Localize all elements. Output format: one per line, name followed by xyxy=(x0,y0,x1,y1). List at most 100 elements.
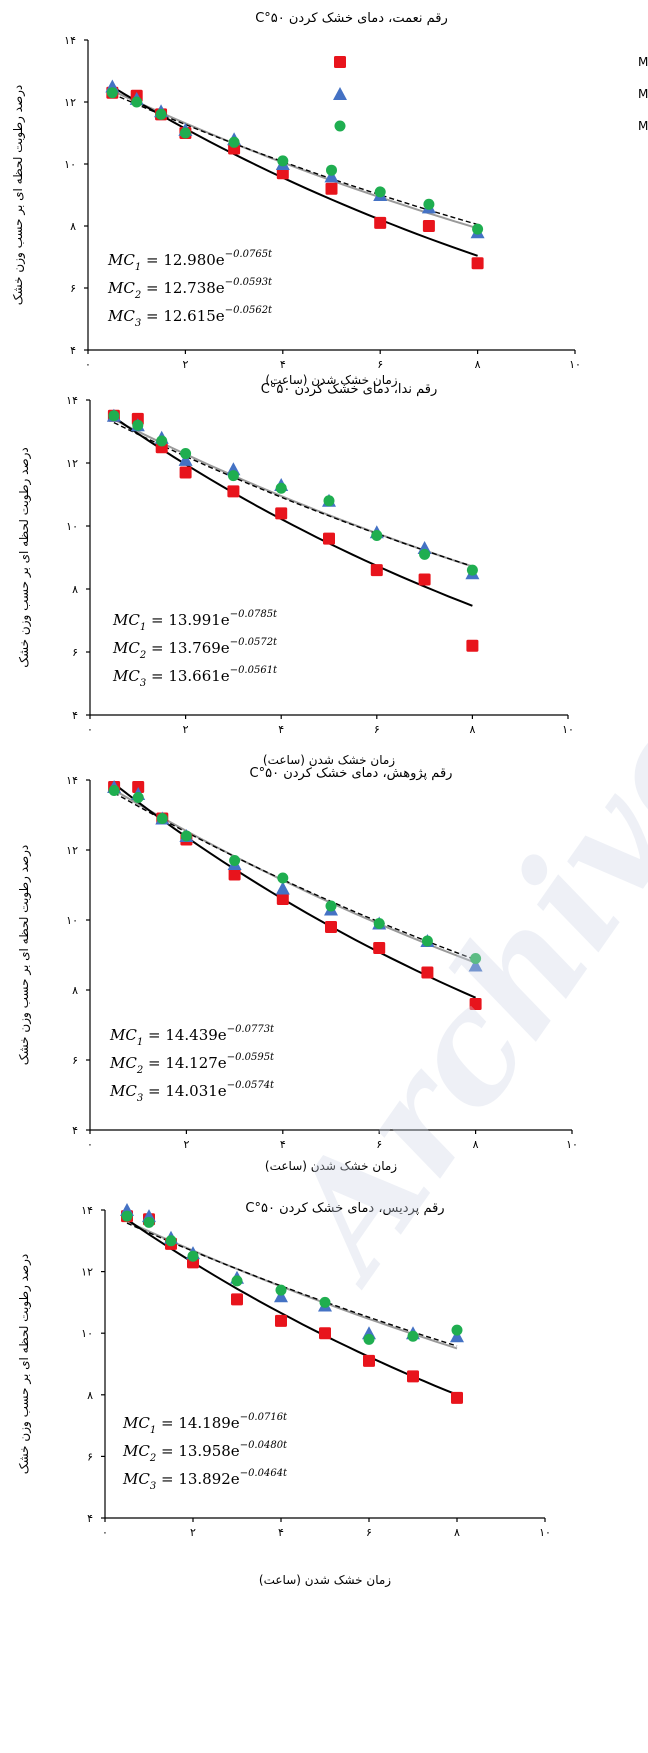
data-point-mc3 xyxy=(371,529,383,541)
data-point-mc1 xyxy=(179,466,192,479)
chart-2: ۰ ۲ ۴ ۶ ۸ ۱۰ ۴ ۶ ۸ ۱۰ ۱۲ ۱۴ رقم ندا، دمای خشک کردن ۵… xyxy=(17,382,574,768)
data-point-mc1 xyxy=(325,921,337,933)
chart-1: ۰ ۲ ۴ ۶ ۸ ۱۰ ۴ ۶ ۸ ۱۰ ۱۲ ۱۴ رقم نعمت، دمای خشک کردن … xyxy=(11,11,648,388)
x-tick-label: ۴ xyxy=(278,723,284,736)
data-point-mc3 xyxy=(132,792,144,803)
data-point-mc3 xyxy=(363,1333,375,1345)
data-point-mc1 xyxy=(276,167,289,180)
x-axis-label: زمان خشک شدن (ساعت) xyxy=(265,1159,397,1174)
fit-equation: MC3 = 14.031e−0.0574t xyxy=(109,1080,275,1104)
data-point-mc2 xyxy=(178,452,193,466)
x-tick-label: ۱۰ xyxy=(562,723,574,736)
legend: پس از خروج از خشک کن– MC1 پس از یک ساعت ا… xyxy=(333,55,648,134)
y-tick-label: ۱۰ xyxy=(66,914,78,927)
data-point-mc3 xyxy=(423,198,435,210)
y-axis-label: درصد رطوبت لحظه ای بر حسب وزن خشک xyxy=(17,845,32,1066)
fit-curve-mc2 xyxy=(113,789,476,964)
data-point-mc1 xyxy=(422,220,435,232)
y-tick-label: ۱۰ xyxy=(81,1327,93,1340)
fit-equation: MC3 = 12.615e−0.0562t xyxy=(107,305,273,329)
y-tick-label: ۱۲ xyxy=(66,844,78,857)
x-tick-label: ۶ xyxy=(366,1526,372,1539)
x-tick-label: ۸ xyxy=(475,358,481,371)
x-tick-label: ۴ xyxy=(280,1138,286,1151)
data-point-mc3 xyxy=(275,482,287,494)
x-tick-label: ۱۰ xyxy=(566,1138,578,1151)
data-point-mc1 xyxy=(227,485,240,498)
data-point-mc3 xyxy=(228,136,240,148)
data-point-mc1 xyxy=(407,1370,419,1383)
fit-equation: MC2 = 12.738e−0.0593t xyxy=(107,277,273,301)
x-axis-label: زمان خشک شدن (ساعت) xyxy=(259,1573,391,1588)
x-tick-label: ۰ xyxy=(102,1526,108,1539)
chart-3: ۰ ۲ ۴ ۶ ۸ ۱۰ ۴ ۶ ۸ ۱۰ ۱۲ ۱۴ رقم پژوهش، دمای خشک کردن… xyxy=(17,766,578,1174)
y-axis-label: درصد رطوبت لحظه ای بر حسب وزن خشک xyxy=(17,447,32,668)
y-tick-label: ۱۲ xyxy=(64,96,76,109)
charts-layer: ۰ ۲ ۴ ۶ ۸ ۱۰ ۴ ۶ ۸ ۱۰ ۱۲ ۱۴ رقم نعمت، دمای خشک کردن … xyxy=(11,11,648,1588)
data-point-mc3 xyxy=(470,953,482,964)
data-point-mc3 xyxy=(187,1250,199,1262)
data-point-mc3 xyxy=(108,410,120,422)
x-tick-label: ۸ xyxy=(473,1138,479,1151)
data-point-mc3 xyxy=(108,785,120,796)
data-point-mc1 xyxy=(451,1391,463,1404)
y-tick-label: ۱۴ xyxy=(64,34,76,47)
chart-title: رقم ندا، دمای خشک کردن ۵۰°C xyxy=(261,382,437,397)
data-point-mc1 xyxy=(275,1314,287,1327)
data-point-mc1 xyxy=(466,639,479,652)
data-point-mc3 xyxy=(323,495,335,507)
y-axis-label: درصد رطوبت لحظه ای بر حسب وزن خشک xyxy=(17,1254,32,1475)
data-point-mc1 xyxy=(275,507,288,520)
data-point-mc1 xyxy=(370,564,383,577)
fit-equation: MC1 = 12.980e−0.0765t xyxy=(107,249,273,273)
data-point-mc2 xyxy=(468,958,483,972)
y-tick-label: ۸ xyxy=(72,583,78,596)
data-point-mc3 xyxy=(231,1275,243,1287)
y-tick-label: ۱۰ xyxy=(64,158,76,171)
data-point-mc1 xyxy=(469,998,482,1010)
data-point-mc3 xyxy=(421,935,433,947)
data-point-mc3 xyxy=(319,1296,331,1308)
y-tick-label: ۱۴ xyxy=(66,394,78,407)
data-point-mc3 xyxy=(229,855,241,866)
fit-equation: MC3 = 13.892e−0.0464t xyxy=(122,1468,288,1492)
x-tick-label: ۸ xyxy=(469,723,475,736)
data-point-mc1 xyxy=(418,573,431,586)
x-axis-label: زمان خشک شدن (ساعت) xyxy=(265,373,397,388)
y-tick-label: ۸ xyxy=(72,984,78,997)
data-point-mc1 xyxy=(374,216,387,229)
data-point-mc3 xyxy=(155,108,167,120)
x-tick-label: ۶ xyxy=(377,358,383,371)
y-tick-label: ۴ xyxy=(87,1512,93,1525)
legend-marker-mc2 xyxy=(333,87,347,100)
fit-curve-mc3 xyxy=(126,1222,458,1347)
x-axis-label: زمان خشک شدن (ساعت) xyxy=(263,753,395,768)
y-tick-label: ۸ xyxy=(70,220,76,233)
x-tick-label: ۲ xyxy=(183,1138,189,1151)
x-tick-label: ۲ xyxy=(190,1526,196,1539)
legend-marker-mc1 xyxy=(334,56,346,68)
chart-title: رقم پژوهش، دمای خشک کردن ۵۰°C xyxy=(250,766,453,781)
data-point-mc1 xyxy=(363,1354,375,1367)
data-point-mc3 xyxy=(451,1324,463,1336)
fit-equation: MC2 = 13.958e−0.0480t xyxy=(122,1440,288,1464)
data-point-mc3 xyxy=(419,548,431,560)
data-point-mc1 xyxy=(373,942,386,954)
data-point-mc3 xyxy=(466,564,478,576)
chart-title: رقم پردیس، دمای خشک کردن ۵۰°C xyxy=(245,1201,444,1216)
x-tick-label: ۴ xyxy=(278,1526,284,1539)
x-tick-label: ۴ xyxy=(280,358,286,371)
data-point-mc3 xyxy=(407,1330,419,1342)
fit-equation: MC2 = 14.127e−0.0595t xyxy=(109,1052,275,1076)
fit-curve-mc3 xyxy=(113,792,476,961)
y-tick-label: ۱۴ xyxy=(66,774,78,787)
data-point-mc2 xyxy=(274,1289,288,1303)
data-point-mc2 xyxy=(324,169,339,183)
data-point-mc3 xyxy=(277,872,289,884)
data-point-mc3 xyxy=(180,830,192,842)
fit-curve-mc1 xyxy=(113,783,477,999)
data-point-mc2 xyxy=(275,881,290,895)
data-point-mc1 xyxy=(421,966,434,979)
data-point-mc3 xyxy=(325,900,337,912)
